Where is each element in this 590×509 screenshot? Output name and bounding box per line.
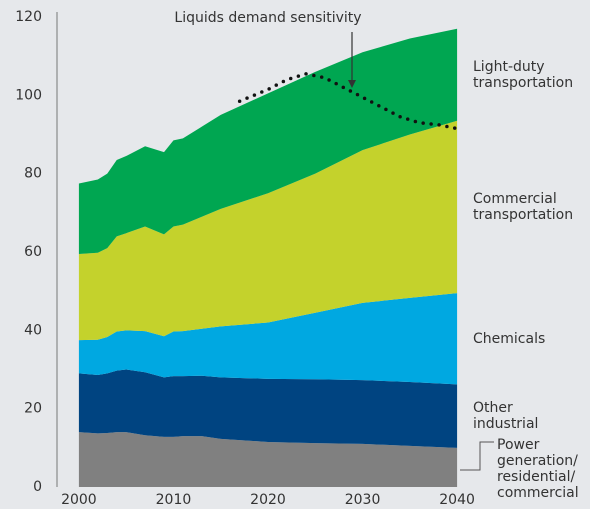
series-label: Chemicals <box>473 331 545 347</box>
x-tick-label: 2030 <box>345 492 381 508</box>
area <box>78 369 458 448</box>
series-label: Power generation/residential/commercial <box>497 437 579 501</box>
y-tick-label: 120 <box>15 9 42 25</box>
annotation: Liquids demand sensitivity <box>174 10 361 26</box>
label-bracket <box>460 441 494 471</box>
y-tick-label: 20 <box>24 401 42 417</box>
y-tick-label: 100 <box>15 87 42 103</box>
y-tick-label: 0 <box>33 479 42 495</box>
y-tick-label: 40 <box>24 322 42 338</box>
area <box>78 432 458 487</box>
area <box>78 28 458 254</box>
area <box>78 293 458 385</box>
area <box>78 120 458 341</box>
x-tick-label: 2000 <box>61 492 97 508</box>
y-tick-label: 60 <box>24 244 42 260</box>
annotation-arrowhead <box>348 80 356 88</box>
x-tick-label: 2020 <box>250 492 286 508</box>
y-tick-label: 80 <box>24 166 42 182</box>
x-tick-label: 2010 <box>156 492 192 508</box>
x-tick-label: 2040 <box>439 492 475 508</box>
sensitivity-line <box>237 71 459 131</box>
series-label: Light-duty transportation <box>473 59 573 91</box>
series-label: Commercial transportation <box>473 191 573 223</box>
series-label: Other industrial <box>473 400 538 432</box>
